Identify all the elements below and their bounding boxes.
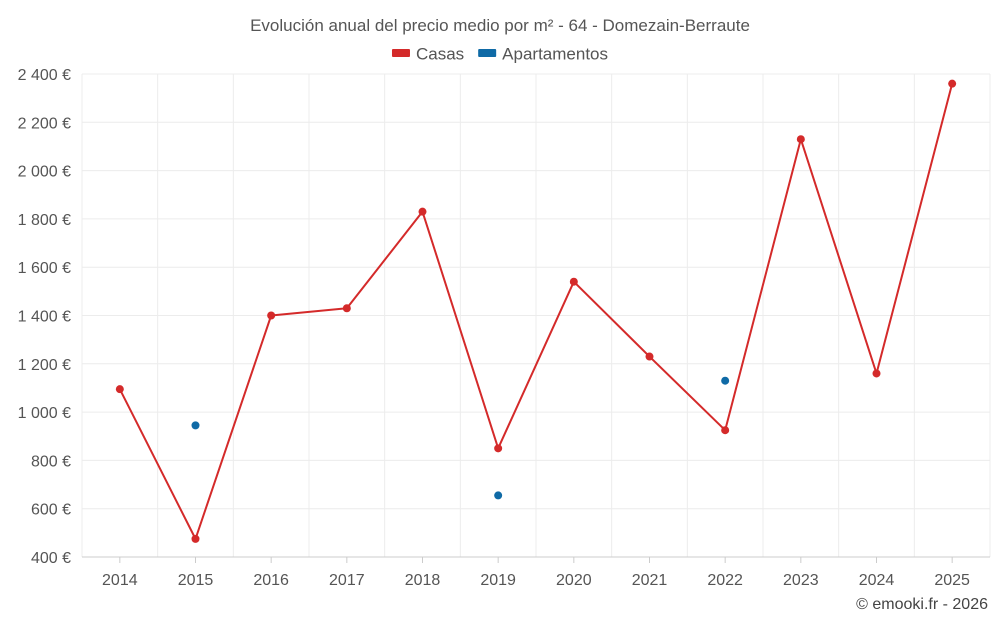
legend-label: Casas [416, 44, 464, 63]
series-apartamentos [191, 376, 730, 500]
data-point[interactable] [948, 79, 957, 88]
data-point[interactable] [872, 369, 881, 378]
data-point[interactable] [342, 304, 351, 313]
x-tick-label: 2016 [253, 572, 289, 589]
y-tick-label: 1 600 € [18, 260, 71, 277]
data-point[interactable] [645, 352, 654, 361]
x-tick-label: 2017 [329, 572, 365, 589]
x-tick-label: 2021 [632, 572, 668, 589]
data-point[interactable] [267, 311, 276, 320]
legend[interactable]: Casas Apartamentos [391, 44, 608, 63]
gridlines [81, 73, 991, 558]
y-tick-label: 1 000 € [18, 405, 71, 422]
y-tick-label: 2 400 € [18, 67, 71, 84]
x-tick-label: 2015 [178, 572, 214, 589]
y-tick-label: 800 € [31, 453, 71, 470]
x-tick-label: 2020 [556, 572, 592, 589]
legend-swatch [478, 49, 497, 57]
x-tick-label: 2022 [707, 572, 743, 589]
data-point[interactable] [191, 534, 200, 543]
y-tick-label: 400 € [31, 550, 71, 567]
legend-item-casas[interactable]: Casas [391, 44, 464, 63]
data-point[interactable] [191, 421, 200, 430]
legend-item-apartamentos[interactable]: Apartamentos [478, 44, 608, 63]
axes: 400 € 600 € 800 € 1 000 € 1 200 € 1 400 € 1 60… [18, 67, 990, 589]
y-tick-label: 1 800 € [18, 212, 71, 229]
legend-label: Apartamentos [502, 44, 608, 63]
series-layer [115, 79, 957, 543]
chart-title: Evolución anual del precio medio por m² … [250, 16, 750, 35]
y-tick-label: 600 € [31, 502, 71, 519]
x-tick-label: 2018 [405, 572, 441, 589]
x-tick-label: 2024 [859, 572, 895, 589]
x-tick-label: 2014 [102, 572, 138, 589]
legend-swatch [391, 49, 410, 57]
y-tick-label: 2 000 € [18, 164, 71, 181]
data-point[interactable] [796, 135, 805, 144]
data-point[interactable] [494, 444, 503, 453]
series-casas [115, 79, 957, 543]
y-tick-label: 2 200 € [18, 115, 71, 132]
y-tick-label: 1 400 € [18, 309, 71, 326]
x-tick-label: 2025 [934, 572, 970, 589]
x-tick-label: 2019 [480, 572, 516, 589]
credit-text: © emooki.fr - 2026 [856, 596, 988, 613]
y-tick-label: 1 200 € [18, 357, 71, 374]
series-line [118, 83, 954, 540]
data-point[interactable] [721, 376, 730, 385]
data-point[interactable] [569, 277, 578, 286]
x-tick-label: 2023 [783, 572, 819, 589]
data-point[interactable] [418, 207, 427, 216]
data-point[interactable] [721, 426, 730, 435]
data-point[interactable] [494, 491, 503, 500]
data-point[interactable] [115, 385, 124, 394]
